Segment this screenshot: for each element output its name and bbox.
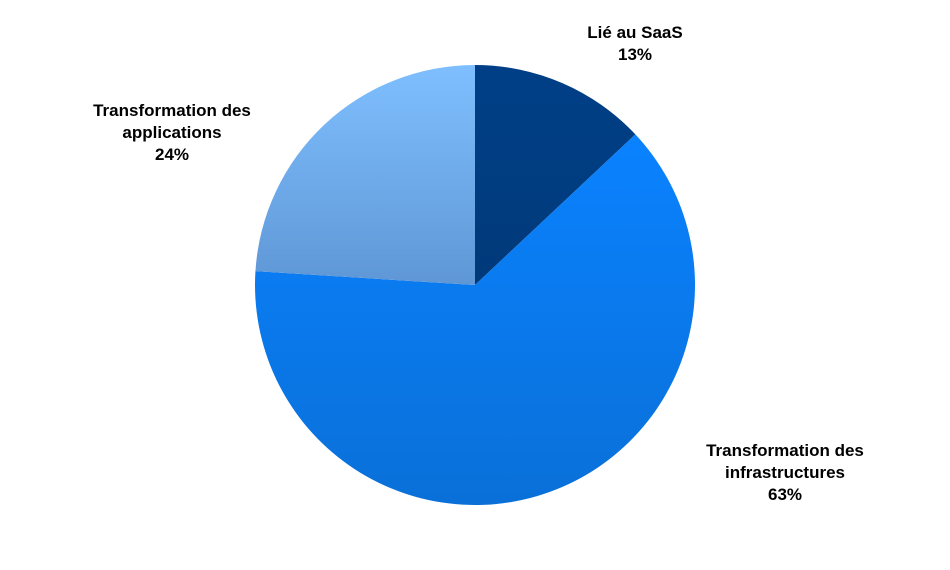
slice-label-saas-value: 13% — [617, 45, 653, 64]
slice-label-applications-name: Transformation des applications — [93, 101, 251, 142]
slice-label-saas: Lié au SaaS 13% — [560, 22, 710, 66]
pie-slice-applications — [255, 65, 475, 285]
slice-label-applications-value: 24% — [154, 145, 190, 164]
pie-slice-saas — [475, 65, 636, 285]
slice-label-infrastructures-name: Transformation des infrastructures — [706, 441, 864, 482]
slice-label-infrastructures-value: 63% — [767, 485, 803, 504]
pie-slice-infrastructures — [255, 134, 695, 506]
slice-label-infrastructures: Transformation des infrastructures 63% — [680, 440, 890, 506]
slice-label-saas-name: Lié au SaaS — [587, 23, 683, 42]
slice-label-applications: Transformation des applications 24% — [62, 100, 282, 166]
